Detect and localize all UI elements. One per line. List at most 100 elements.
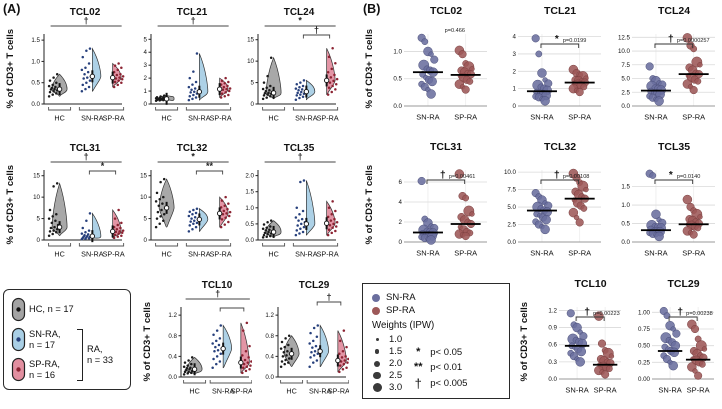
svg-text:*: *	[101, 161, 105, 171]
svg-text:10: 10	[247, 58, 254, 65]
panel-a-row-2: % of CD3+ T cells TCL31 0 5 10 15 † * HC SN-RA SP…	[3, 138, 339, 272]
svg-text:4: 4	[513, 34, 517, 41]
weight-value: 1.5	[389, 346, 403, 357]
svg-text:SP-RA: SP-RA	[594, 386, 617, 395]
svg-text:**: **	[206, 161, 214, 171]
svg-text:†: †	[215, 289, 220, 299]
svg-text:SN-RA: SN-RA	[530, 249, 553, 258]
svg-text:0.8: 0.8	[265, 333, 274, 340]
svg-text:TCL31: TCL31	[430, 141, 462, 153]
svg-text:0.5: 0.5	[245, 221, 254, 228]
svg-text:SP-RA: SP-RA	[682, 113, 705, 122]
svg-text:1: 1	[144, 88, 148, 95]
svg-text:TCL02: TCL02	[430, 5, 462, 17]
svg-text:1: 1	[513, 86, 517, 93]
panel-b-row-2: % of CD3+ T cells TCL31 0 2 4 6 † p=0.00461 SN-…	[362, 138, 719, 272]
bubble-plot-tcl21: TCL21 0 1 2 3 4 * p=0.0199 SN-RA SP-RA	[513, 5, 601, 122]
svg-text:2: 2	[399, 219, 403, 226]
svg-text:0.0: 0.0	[265, 374, 274, 381]
panel-a-row-3: HC, n = 17 SN-RA, n = 17 RA, n = 33 SP-R…	[3, 275, 349, 409]
svg-text:†: †	[191, 16, 196, 26]
svg-text:†: †	[84, 16, 89, 26]
svg-text:SN-RA: SN-RA	[416, 113, 439, 122]
sn-ra-pill-icon	[11, 327, 26, 352]
svg-text:0.8: 0.8	[168, 333, 177, 340]
svg-text:1.0: 1.0	[621, 202, 630, 209]
bubble-plot-tcl10: TCL10 0.0 0.3 0.6 0.9 1.2 † p=0.00223 SN-RA SP-RA	[548, 278, 621, 395]
svg-text:SN-RA: SN-RA	[416, 249, 439, 258]
hc-pill-icon	[11, 297, 26, 322]
svg-text:0.0: 0.0	[168, 374, 177, 381]
svg-text:HC: HC	[54, 114, 64, 123]
sig-threshold: p< 0.01	[430, 362, 463, 373]
svg-text:TCL29: TCL29	[667, 278, 699, 290]
panel-b-legend: SN-RA SP-RA Weights (IPW) 1.0 1.5 2.0 2.…	[362, 283, 510, 399]
svg-text:SP-RA: SP-RA	[317, 250, 339, 259]
svg-text:SN-RA: SN-RA	[530, 113, 553, 122]
svg-text:0: 0	[144, 237, 148, 244]
svg-text:4: 4	[144, 49, 148, 56]
svg-text:12.5: 12.5	[618, 34, 631, 41]
svg-text:7.5: 7.5	[621, 62, 630, 69]
svg-text:SP-RA: SP-RA	[317, 114, 339, 123]
svg-text:SP-RA: SP-RA	[454, 113, 477, 122]
violin-plot-tcl02: TCL02 0.0 0.5 1.0 1.5 † HC SN-RA SP-RA	[31, 7, 124, 123]
svg-text:SN-RA: SN-RA	[295, 250, 318, 259]
violin-plot-tcl31: TCL31 0 5 10 15 † * HC SN-RA SP-RA	[33, 143, 125, 259]
svg-text:0: 0	[251, 101, 255, 108]
svg-text:5.0: 5.0	[621, 76, 630, 83]
weight-value: 3.0	[389, 382, 403, 393]
svg-text:HC: HC	[54, 250, 64, 259]
weight-dot-icon	[373, 371, 381, 380]
svg-text:0.75: 0.75	[638, 326, 651, 333]
significance-key: * p< 0.05 ** p< 0.01 † p< 0.005	[411, 347, 468, 393]
panel-b: (B) % of CD3+ T cells TCL02 0.0 0.5 1.0 p=0.…	[360, 0, 722, 409]
svg-text:0.4: 0.4	[168, 353, 177, 360]
svg-text:SP-RA: SP-RA	[328, 387, 349, 396]
svg-text:p=0.0000257: p=0.0000257	[677, 38, 710, 44]
weight-dot-icon	[374, 349, 380, 354]
svg-text:0.0: 0.0	[245, 237, 254, 244]
y-axis-label: % of CD3+ T cells	[141, 302, 153, 382]
svg-text:0.25: 0.25	[638, 359, 651, 366]
svg-text:p=0.00461: p=0.00461	[449, 174, 476, 180]
svg-text:0.00: 0.00	[638, 376, 651, 383]
svg-text:TCL21: TCL21	[544, 5, 576, 17]
svg-text:SN-RA: SN-RA	[188, 250, 211, 259]
svg-text:SP-RA: SP-RA	[454, 249, 477, 258]
svg-text:SN-RA: SN-RA	[212, 387, 235, 396]
svg-text:*: *	[555, 34, 559, 45]
panel-a-row-1: % of CD3+ T cells TCL02 0.0 0.5 1.0 1.5 † HC SN…	[3, 2, 339, 136]
legend-sp-ra-label: SP-RA, n = 16	[29, 358, 60, 380]
bubble-plot-tcl31: TCL31 0 2 4 6 † p=0.00461 SN-RA SP-RA	[399, 141, 487, 258]
svg-text:TCL29: TCL29	[299, 280, 330, 291]
svg-text:0.0: 0.0	[548, 376, 557, 383]
svg-text:1.0: 1.0	[31, 58, 40, 65]
legend-sn-ra-label: SN-RA, n = 17	[29, 328, 61, 350]
svg-text:0.0: 0.0	[31, 101, 40, 108]
svg-text:HC: HC	[161, 250, 171, 259]
svg-text:TCL10: TCL10	[202, 280, 233, 291]
ra-group-bracket	[77, 328, 83, 381]
svg-text:0.0: 0.0	[621, 103, 630, 110]
legend-ra-group-label: RA, n = 33	[87, 343, 114, 365]
svg-text:0.9: 0.9	[548, 325, 557, 332]
svg-text:2.5: 2.5	[507, 222, 516, 229]
svg-text:3: 3	[513, 51, 517, 58]
bubble-plot-tcl32: TCL32 0.0 2.5 5.0 7.5 10.0 † p=0.00108 SN-RA SP-R…	[504, 141, 601, 258]
svg-text:SP-RA: SP-RA	[568, 113, 591, 122]
svg-text:0: 0	[513, 103, 517, 110]
svg-text:15: 15	[33, 173, 40, 180]
svg-text:p=0.00108: p=0.00108	[563, 174, 590, 180]
svg-text:TCL24: TCL24	[284, 7, 315, 18]
svg-text:SP-RA: SP-RA	[103, 250, 125, 259]
svg-text:†: †	[298, 152, 303, 162]
weights-title: Weights (IPW)	[372, 320, 435, 331]
svg-text:5.0: 5.0	[507, 204, 516, 211]
svg-text:TCL32: TCL32	[177, 143, 208, 154]
sp-ra-dot-icon	[372, 306, 380, 315]
panel-a: (A) % of CD3+ T cells TCL02 0.0 0.5 1.0 1.5 †…	[0, 0, 360, 409]
svg-text:1.00: 1.00	[638, 309, 651, 316]
